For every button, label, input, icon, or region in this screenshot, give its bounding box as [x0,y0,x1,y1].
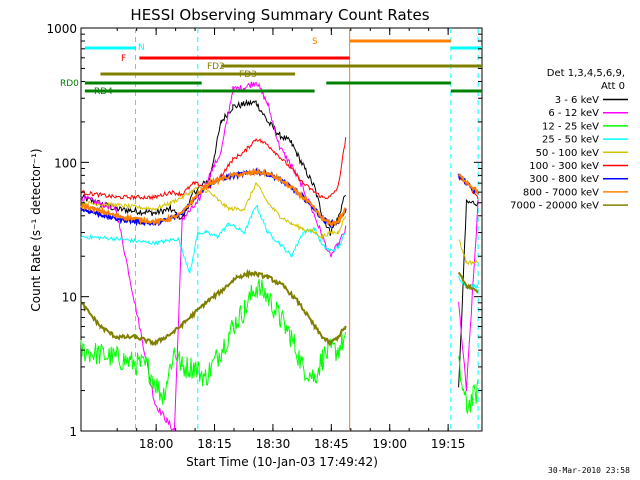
flag-label-5: RD0 [60,79,79,89]
legend-label-5: 100 - 300 keV [529,161,599,172]
flag-label-3: FD2 [207,62,225,72]
x-tick-label-5: 19:15 [431,437,466,451]
flag-label-6: RD4 [94,87,113,97]
legend-label-7: 800 - 7000 keV [523,187,599,198]
legend-label-2: 12 - 25 keV [542,121,599,132]
x-tick-label-3: 18:45 [314,437,349,451]
series-layer [80,81,480,432]
y-axis-label: Count Rate (s⁻¹ detector⁻¹) [29,148,43,311]
footer-date: 30-Mar-2010 23:58 [548,466,630,475]
y-tick-label-2: 100 [54,156,77,170]
series-line-1 [80,81,479,432]
legend-label-6: 300 - 800 keV [529,174,599,185]
legend-header-line-2: Att 0 [601,81,625,92]
flag-bars-layer: N S F FD2 FD3 RD0 RD4 [60,37,482,97]
flag-label-4: FD3 [239,70,257,80]
x-tick-label-1: 18:15 [197,437,232,451]
legend-label-1: 6 - 12 keV [548,108,599,119]
flag-label-2: F [121,54,126,64]
series-line-7 [80,167,480,227]
axes-layer: 18:00 18:15 18:30 18:45 19:00 19:15 1 10 100 1000 [46,22,482,451]
x-tick-label-2: 18:30 [256,437,291,451]
legend: Det 1,3,4,5,6,9, Att 03 - 6 keV 6 - 12 keV… [510,68,628,212]
y-tick-label-1: 10 [62,291,77,305]
legend-label-3: 25 - 50 keV [542,135,599,146]
series-line-8 [80,268,479,347]
flag-label-0: N [138,43,145,53]
y-tick-label-3: 1000 [46,22,77,36]
x-axis-label: Start Time (10-Jan-03 17:49:42) [186,455,378,469]
y-tick-label-0: 1 [69,425,77,439]
legend-label-0: 3 - 6 keV [555,95,599,106]
chart-title: HESSI Observing Summary Count Rates [130,6,429,24]
legend-header-line-1: Det 1,3,4,5,6,9, [547,68,625,79]
flag-label-1: S [312,37,318,47]
legend-label-4: 50 - 100 keV [536,148,600,159]
series-line-0 [80,98,479,388]
x-tick-label-0: 18:00 [139,437,174,451]
series-line-2 [80,278,479,414]
plot-area [80,27,483,432]
legend-label-8: 7000 - 20000 keV [510,201,599,212]
x-tick-label-4: 19:00 [372,437,407,451]
series-line-4 [80,182,479,266]
